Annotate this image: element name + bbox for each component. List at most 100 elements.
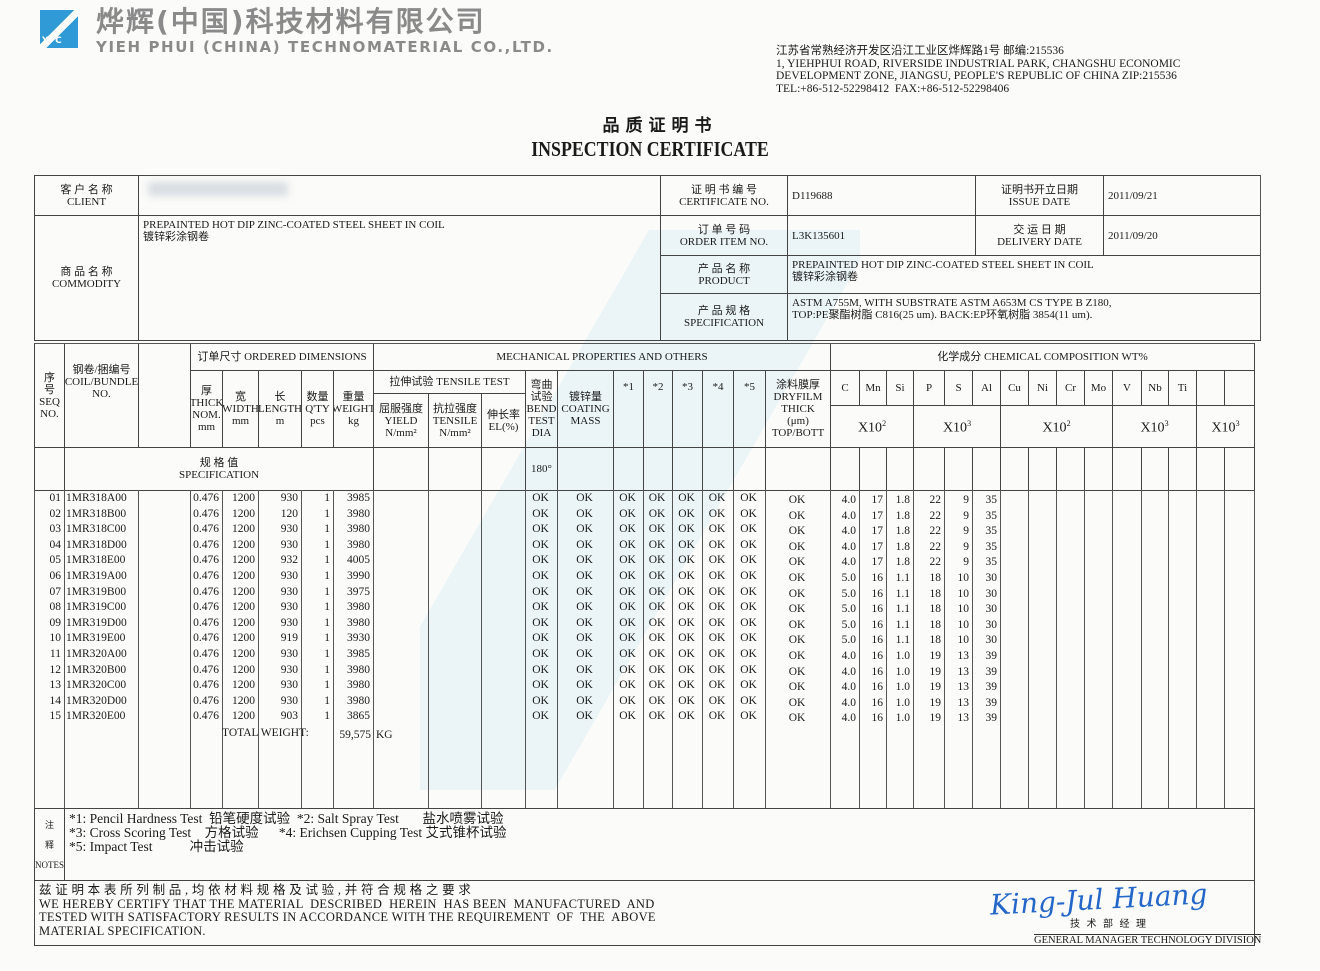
cell-weight: 3975 [347,585,370,598]
cell-c: 4.0 [841,712,856,725]
spec-row-cell [830,447,860,491]
cell-coil-no: 1MR320B00 [66,663,127,676]
cell-width: 1200 [232,538,255,551]
total-weight-value: 59,575 [339,729,371,741]
tensile-col-header: 伸长率 EL(%) [481,393,526,448]
multiplier-base: X10 [942,420,968,436]
multiplier-header-text: X103 [1140,416,1168,437]
cell-c: 4.0 [841,696,856,709]
spec-row-cell [765,447,831,491]
divider [613,490,614,808]
dimension-header: 重量 WEIGHT kg [333,370,374,448]
notes-label-text: 注 [44,819,54,830]
cell-length: 930 [280,538,298,551]
cell-test-1: OK [619,523,636,536]
tensile-test-header: 拉伸试验 TENSILE TEST [373,370,526,394]
cell-si: 1.0 [895,681,910,694]
element-header: Al [972,370,1001,406]
cell-test-2: OK [648,648,666,660]
divider [1084,490,1085,808]
cell-p: 18 [929,572,942,584]
cell-weight: 3980 [347,523,370,536]
cell-s: 10 [957,634,970,647]
cell-width: 1200 [232,554,255,567]
cell-dryfilm: OK [788,540,806,553]
cell-test-1: OK [619,507,636,520]
multiplier-base: X10 [1140,420,1165,436]
cell-test-3: OK [678,585,695,598]
dryfilm-header: 涂料膜厚 DRYFILM THICK (μm) TOP/BOTT [765,370,831,448]
cell-mn: 16 [871,587,884,600]
cell-test-5: OK [740,694,757,707]
cell-coating-mass: OK [576,538,593,551]
dryfilm-header-text: (μm) [787,415,809,427]
certificate-no-label-text: 证 明 书 编 号 [691,183,757,196]
cell-test-1: OK [619,616,636,629]
cell-bend-test: OK [532,710,549,723]
cell-c: 5.0 [841,572,856,584]
cell-test-3: OK [678,507,695,520]
total-weight-label: TOTAL WEIGHT: [222,727,309,739]
cell-test-5: OK [740,538,757,551]
certification-statement-text: 兹 证 明 本 表 所 列 制 品 , 均 依 材 料 规 格 及 试 验 , … [39,883,472,897]
cell-test-2: OK [648,601,666,614]
cell-test-1: OK [619,585,636,598]
delivery-date-label-text: DELIVERY DATE [997,235,1082,248]
test-3-header: *3 [672,370,703,448]
cell-length: 930 [280,492,298,504]
cell-test-1: OK [619,663,636,676]
cell-width: 1200 [232,663,255,676]
cell-coil-no: 1MR319E00 [66,632,126,645]
divider [972,490,973,808]
cell-bend-test: OK [532,663,549,676]
cell-bend-test: OK [532,648,549,660]
cell-p: 18 [929,634,942,647]
element-header: Nb [1141,370,1169,406]
cell-thickness: 0.476 [193,663,219,676]
coating-mass-header-text: 镀锌量 [569,391,602,403]
element-header: P [913,370,945,406]
cell-length: 930 [280,648,298,660]
dryfilm-header-text: DRYFILM [773,391,823,403]
divider [190,490,191,808]
cell-c: 4.0 [841,681,856,694]
cell-s: 13 [957,681,970,694]
multiplier-header-text: X102 [1042,416,1070,437]
cell-si: 1.8 [895,509,910,522]
cell-coating-mass: OK [576,570,593,582]
spec-row-cell [1084,447,1113,491]
cell-coil-no: 1MR318A00 [66,492,127,504]
specification-value-text: TOP:PE聚酯树脂 C816(25 um). BACK:EP环氧树脂 3854… [792,309,1093,321]
cell-coil-no: 1MR320E00 [66,710,126,723]
cell-seq: 14 [49,694,62,707]
specification-label-text: 产 品 规 格 [697,305,751,317]
cell-test-1: OK [619,632,636,645]
cell-test-1: OK [619,601,636,614]
notes-label: 注释 NOTES [34,808,65,881]
divider [301,490,302,808]
cell-seq: 15 [49,710,62,723]
cell-coil-no: 1MR319D00 [66,616,127,629]
cell-test-3: OK [678,616,695,629]
dimension-header-text: 长 [274,391,286,403]
chemical-header-text: 化学成分 CHEMICAL COMPOSITION WT% [937,351,1148,363]
order-item-value-text: L3K135601 [792,229,846,242]
cell-s: 13 [957,650,970,662]
multiplier-header-text: X103 [943,416,971,437]
notes-content: *1: Pencil Hardness Test 铅笔硬度试验 *2: Salt… [64,808,1255,881]
cell-dryfilm: OK [788,525,806,538]
multiplier-base: X10 [1042,420,1067,436]
divider [428,490,429,808]
cell-thickness: 0.476 [193,694,219,707]
element-header-text: Cu [1008,382,1021,394]
spec-row-cell [1056,447,1085,491]
cell-test-1: OK [619,679,636,692]
multiplier-header-text: X103 [1211,416,1239,437]
cell-test-3: OK [678,679,695,692]
element-header: Si [886,370,914,406]
cell-thickness: 0.476 [193,507,219,520]
cell-test-3: OK [678,710,695,723]
cell-s: 13 [957,665,970,678]
certification-statement-text: MATERIAL SPECIFICATION. [39,923,206,938]
ordered-dimensions-header-text: 订单尺寸 ORDERED DIMENSIONS [197,351,367,363]
